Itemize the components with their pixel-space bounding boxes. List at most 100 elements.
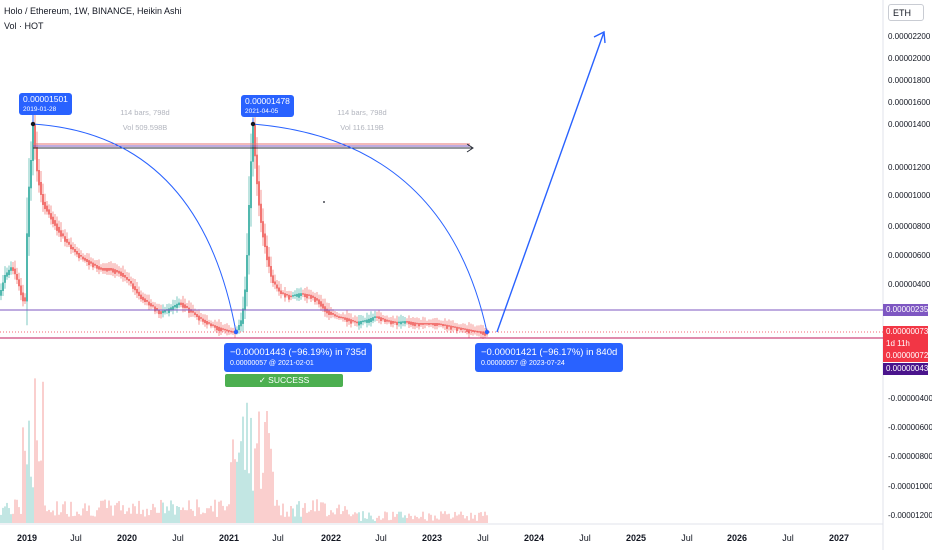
measure-1-callout[interactable]: −0.00001443 (−96.19%) in 735d 0.00000057…: [224, 343, 373, 372]
volume-bar: [288, 516, 290, 523]
volume-bar: [228, 504, 230, 523]
candle-body: [154, 306, 156, 312]
volume-bar: [240, 441, 242, 523]
volume-bar: [392, 511, 394, 523]
y-tick-label: -0.00000600: [888, 423, 932, 432]
candle-body: [80, 255, 82, 257]
volume-bar: [64, 501, 66, 523]
candle-body: [358, 321, 360, 326]
candle-body: [270, 266, 272, 277]
volume-bar: [150, 509, 152, 523]
volume-bar: [14, 499, 16, 523]
volume-bar: [386, 512, 388, 523]
candle-body: [180, 302, 182, 306]
candle-body: [306, 294, 308, 299]
volume-bar: [342, 511, 344, 523]
candle-body: [348, 318, 350, 322]
candle-body: [428, 323, 430, 325]
volume-bar: [252, 490, 254, 523]
candle-body: [424, 323, 426, 325]
candle-body: [278, 287, 280, 292]
candle-body: [232, 331, 234, 333]
peak-1-date: 2019-01-28: [23, 106, 57, 113]
candle-body: [76, 251, 78, 255]
volume-bar: [78, 514, 80, 523]
candle-body: [84, 257, 86, 261]
volume-bar: [18, 507, 20, 523]
peak-2-callout[interactable]: 0.00001478 2021-04-05: [241, 95, 294, 117]
volume-bar: [172, 504, 174, 523]
volume-bar: [230, 462, 232, 523]
decline-arc-2[interactable]: [252, 123, 488, 333]
candle-body: [366, 319, 368, 323]
y-tick-label: 0.00000400: [888, 280, 931, 289]
current-price-tag: 0.00000073: [883, 326, 928, 338]
volume-bar: [186, 510, 188, 523]
volume-bar: [246, 402, 248, 523]
candle-body: [328, 310, 330, 315]
volume-bar: [364, 518, 366, 523]
candle-body: [362, 320, 364, 323]
candle-body: [100, 267, 102, 270]
candle-body: [284, 293, 286, 298]
volume-bar: [126, 511, 128, 523]
candle-body: [68, 241, 70, 245]
volume-bar: [128, 507, 130, 523]
volume-bar: [116, 502, 118, 523]
volume-bar: [436, 518, 438, 523]
volume-bar: [218, 501, 220, 523]
candle-body: [204, 319, 206, 324]
candle-body: [378, 316, 380, 319]
projection-arrow[interactable]: [496, 31, 605, 333]
candle-body: [250, 161, 252, 209]
volume-bar: [268, 433, 270, 523]
candle-body: [216, 326, 218, 331]
candle-body: [38, 170, 40, 186]
candle-body: [396, 321, 398, 326]
volume-bar: [454, 511, 456, 523]
candle-body: [318, 299, 320, 305]
volume-bar: [132, 503, 134, 523]
candle-body: [352, 320, 354, 322]
candle-body: [296, 293, 298, 297]
candle-body: [456, 326, 458, 332]
candle-body: [272, 275, 274, 284]
volume-bar: [32, 487, 34, 523]
candle-body: [170, 307, 172, 310]
candle-body: [376, 316, 378, 318]
volume-bar: [348, 514, 350, 523]
y-tick-label: -0.00000400: [888, 394, 932, 403]
volume-bar: [394, 516, 396, 523]
volume-bar: [134, 506, 136, 523]
volume-bar: [2, 507, 4, 523]
volume-bar: [306, 512, 308, 523]
volume-bar: [290, 506, 292, 523]
candle-body: [312, 295, 314, 298]
candle-body: [86, 259, 88, 263]
volume-bar: [430, 514, 432, 523]
candle-body: [222, 328, 224, 330]
candle-body: [124, 275, 126, 278]
volume-bar: [382, 518, 384, 523]
peak-1-callout[interactable]: 0.00001501 2019-01-28: [19, 93, 72, 115]
candle-body: [308, 294, 310, 296]
candle-body: [442, 324, 444, 327]
candle-body: [196, 314, 198, 318]
decline-arc-1[interactable]: [32, 123, 237, 333]
volume-bar: [362, 511, 364, 523]
volume-indicator-label[interactable]: Vol · HOT: [4, 21, 44, 31]
candle-body: [292, 295, 294, 297]
volume-bar: [450, 518, 452, 523]
measure-2-change: −0.00001421 (−96.17%) in 840d: [481, 347, 618, 358]
measure-2-callout[interactable]: −0.00001421 (−96.17%) in 840d 0.00000057…: [475, 343, 624, 372]
candle-body: [200, 317, 202, 319]
currency-button[interactable]: ETH: [888, 4, 924, 21]
candle-body: [432, 323, 434, 326]
volume-bar: [428, 513, 430, 523]
volume-bar: [372, 519, 374, 523]
volume-bar: [236, 461, 238, 523]
volume-bar: [416, 516, 418, 523]
volume-bar: [178, 506, 180, 523]
candle-body: [260, 203, 262, 223]
